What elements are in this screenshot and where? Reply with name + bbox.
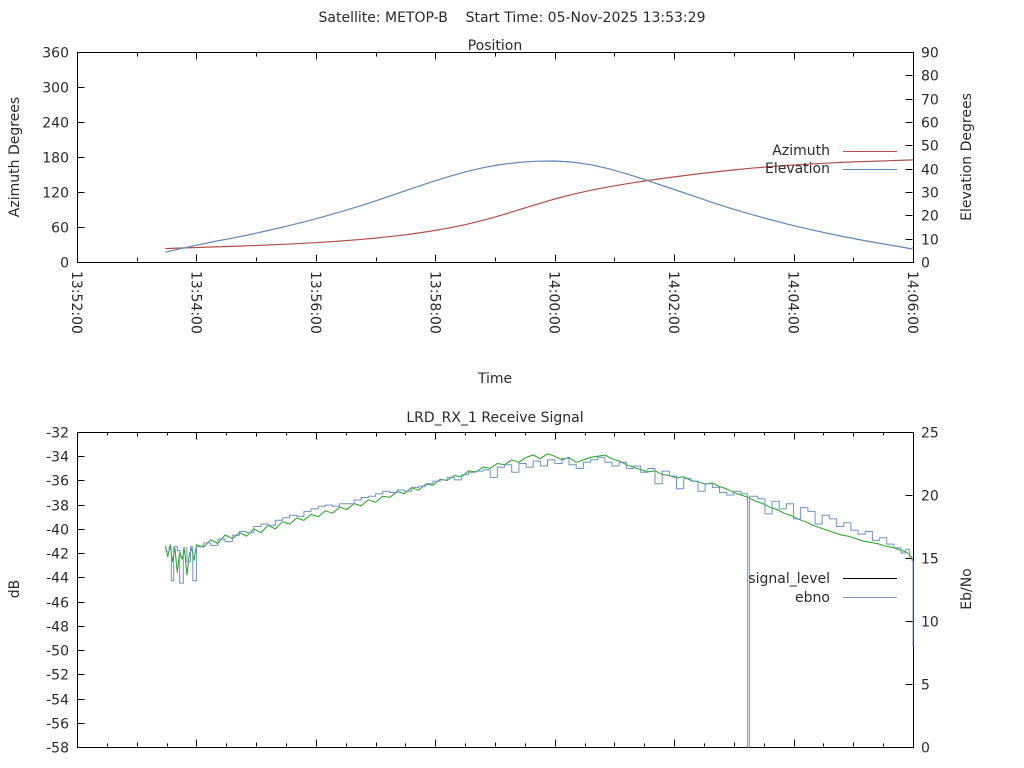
elevation-axis-label: Elevation Degrees (959, 93, 975, 221)
elevation-legend-label: Elevation (764, 161, 830, 177)
ebno-axis-label: Eb/No (959, 568, 975, 610)
y-tick-label: -42 (46, 547, 69, 563)
receive-signal-legend: signal_level ebno (748, 569, 897, 607)
y-tick-label: -38 (46, 499, 69, 515)
y-tick-label: -58 (46, 741, 69, 757)
y2-tick-label: 25 (921, 426, 939, 442)
y-tick-label: -46 (46, 596, 69, 612)
signal-level-legend-line (843, 578, 897, 579)
x-tick-label: 13:54:00 (187, 271, 203, 334)
y2-tick-label: 40 (921, 163, 939, 179)
series-ebno-line (165, 456, 914, 748)
y-tick-label: -48 (46, 620, 69, 636)
series-Azimuth-line (165, 159, 914, 250)
y-tick-label: -56 (46, 717, 69, 733)
y2-tick-label: 20 (921, 209, 939, 225)
x-tick-label: 14:02:00 (665, 271, 681, 334)
signal-level-legend-label: signal_level (748, 570, 830, 587)
ebno-legend-line (843, 597, 897, 598)
x-tick-label: 13:58:00 (426, 271, 442, 334)
azimuth-axis-label: Azimuth Degrees (7, 96, 23, 218)
y2-tick-label: 80 (921, 69, 939, 85)
y2-tick-label: 60 (921, 116, 939, 132)
y-tick-label: -36 (46, 474, 69, 490)
x-tick-label: 13:56:00 (307, 271, 323, 334)
y-tick-label: 300 (42, 81, 69, 97)
main-title: Satellite: METOP-B Start Time: 05-Nov-20… (318, 10, 706, 26)
y-tick-label: -44 (46, 571, 69, 587)
position-chart-title: Position (467, 38, 523, 54)
receive-signal-chart-title: LRD_RX_1 Receive Signal (406, 410, 584, 426)
x-tick-label: 14:00:00 (546, 271, 562, 334)
legend-row-signal-level: signal_level (748, 569, 897, 588)
elevation-legend-line (843, 168, 897, 170)
y-tick-label: 240 (42, 116, 69, 132)
y-tick-label: -50 (46, 644, 69, 660)
y-tick-label: -54 (46, 693, 69, 709)
db-axis-label: dB (7, 579, 23, 599)
legend-row-azimuth: Azimuth (765, 142, 897, 160)
y2-tick-label: 0 (921, 741, 930, 757)
y-tick-label: 0 (60, 256, 69, 272)
x-tick-label: 13:52:00 (68, 271, 84, 334)
y2-tick-label: 0 (921, 256, 930, 272)
chart-position: 0 60 120 180 240 300 360 0 10 20 30 40 50 60 70 80 90 13:… (42, 46, 939, 334)
y2-tick-label: 90 (921, 46, 939, 62)
y2-tick-label: 20 (921, 489, 939, 505)
y2-tick-label: 15 (921, 552, 939, 568)
y2-tick-label: 50 (921, 139, 939, 155)
y-tick-label: 60 (51, 221, 69, 237)
position-legend: Azimuth Elevation (765, 142, 897, 178)
x-tick-label: 14:04:00 (785, 271, 801, 334)
y-tick-label: -34 (46, 450, 69, 466)
x-tick-label: 14:06:00 (904, 271, 920, 334)
legend-row-ebno: ebno (748, 588, 897, 607)
series-Elevation-line (165, 160, 914, 253)
y-tick-label: 180 (42, 151, 69, 167)
azimuth-legend-line (843, 150, 897, 152)
y2-tick-label: 10 (921, 233, 939, 249)
y-tick-label: 360 (42, 46, 69, 62)
y-tick-label: -52 (46, 668, 69, 684)
legend-row-elevation: Elevation (765, 160, 897, 178)
ebno-legend-label: ebno (795, 589, 830, 606)
time-axis-label: Time (477, 371, 513, 387)
y2-tick-label: 10 (921, 615, 939, 631)
y-tick-label: 120 (42, 186, 69, 202)
y2-tick-label: 30 (921, 186, 939, 202)
y2-tick-label: 70 (921, 93, 939, 109)
y-tick-label: -40 (46, 523, 69, 539)
chart-receive-signal: -58 -56 -54 -52 -50 -48 -46 -44 -42 -40 -38 -36 -34 -… (46, 426, 939, 757)
y-tick-label: -32 (46, 426, 69, 442)
azimuth-legend-label: Azimuth (772, 143, 830, 159)
y2-tick-label: 5 (921, 678, 930, 694)
